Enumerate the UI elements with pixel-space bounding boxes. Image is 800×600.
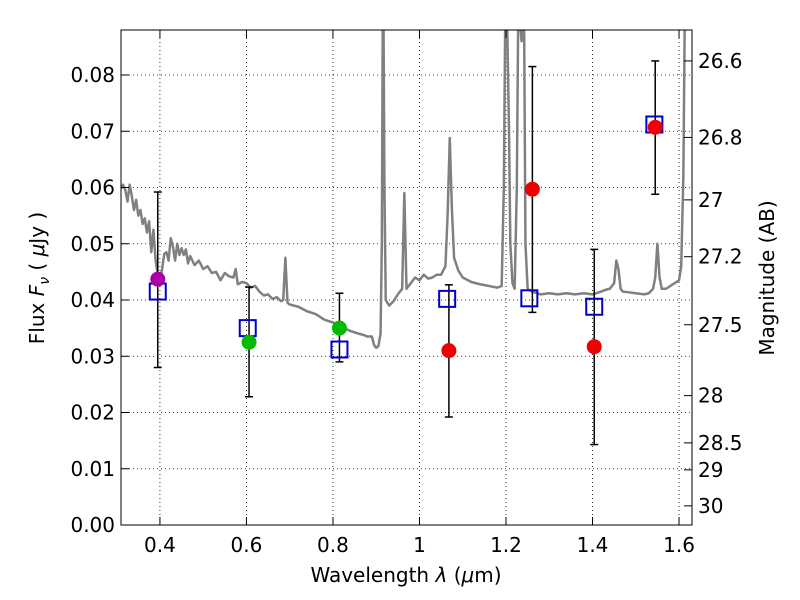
y-tick-label: 0.07 [70, 119, 115, 143]
y2-tick-label: 30 [698, 494, 723, 518]
plot-frame [120, 29, 693, 526]
model-point-square [520, 289, 539, 308]
y-tick-label: 0.01 [70, 457, 115, 481]
x-tick-label: 0.4 [144, 533, 176, 557]
x-axis-label: Wavelength λ (μm) [310, 563, 501, 587]
y-tick-label: 0.03 [70, 344, 115, 368]
x-tick-label: 1.2 [490, 533, 522, 557]
y2-tick-label: 29 [698, 458, 723, 482]
observed-point [241, 334, 257, 350]
y2-tick-label: 27.5 [698, 313, 743, 337]
y-tick-label: 0.02 [70, 401, 115, 425]
x-tick-label: 1.6 [663, 533, 695, 557]
model-point-square [238, 319, 257, 338]
y2-tick-label: 27 [698, 188, 723, 212]
spectrum-layer [121, 30, 686, 350]
x-tick-label: 0.8 [317, 533, 349, 557]
observed-points-layer [150, 119, 663, 359]
y-tick-label: 0.06 [70, 176, 115, 200]
y-tick-label: 0.04 [70, 288, 115, 312]
y2-axis-label: Magnitude (AB) [755, 200, 779, 355]
y2-tick-label: 26.6 [698, 49, 743, 73]
observed-point [331, 320, 347, 336]
axis-ticks: 0.4 0.6 0.8 1 1.2 1.4 1.6 0.00 0.01 0.02 0.03 0.04 0… [70, 30, 743, 557]
y-axis-label: Flux Fν ( μJy ) [25, 212, 53, 344]
y2-tick-label: 26.8 [698, 125, 743, 149]
x-tick-label: 1 [413, 533, 426, 557]
y2-tick-label: 28 [698, 384, 723, 408]
y-tick-label: 0.05 [70, 232, 115, 256]
model-point-square [438, 289, 457, 308]
model-point-square [330, 340, 349, 359]
y2-tick-label: 27.2 [698, 245, 743, 269]
y-tick-label: 0.00 [70, 513, 115, 537]
model-point-square [585, 297, 604, 316]
observed-point [647, 119, 663, 135]
observed-point [524, 181, 540, 197]
x-tick-label: 0.6 [231, 533, 263, 557]
y-tick-label: 0.08 [70, 63, 115, 87]
spectrum-line [121, 30, 686, 350]
observed-point [586, 339, 602, 355]
x-tick-label: 1.4 [577, 533, 609, 557]
grid-lines [121, 30, 692, 526]
observed-point [150, 271, 166, 287]
y2-tick-label: 28.5 [698, 431, 743, 455]
observed-point [441, 343, 457, 359]
